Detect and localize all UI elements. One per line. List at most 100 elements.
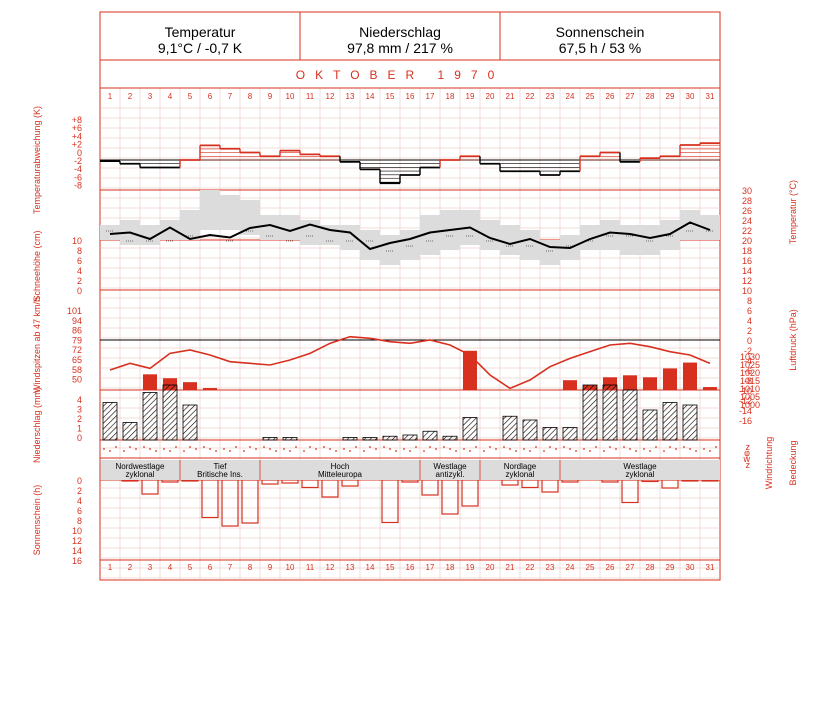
precipitation-bar: [682, 404, 698, 441]
wind-direction-dot: [169, 450, 171, 452]
day-label: 14: [366, 92, 375, 101]
precipitation-bar: [522, 419, 538, 441]
day-label: 15: [386, 563, 395, 572]
precipitation-bar: [462, 417, 478, 441]
temp-anomaly-tick: -6: [74, 172, 82, 182]
sunshine-bar: [521, 479, 539, 489]
temperature-range-band: [100, 225, 120, 240]
temperature-tick: 10: [742, 286, 752, 296]
wind-direction-dot: [655, 446, 657, 448]
temperature-tick: 20: [742, 236, 752, 246]
temperature-range-band: [480, 220, 500, 250]
wind-direction-dot: [115, 446, 117, 448]
wind-direction-dot: [663, 450, 665, 452]
precipitation-bar: [122, 422, 138, 441]
temperature-tick: -16: [739, 416, 752, 426]
day-label: 3: [148, 92, 153, 101]
wind-direction-dot: [583, 448, 585, 450]
weather-type-label: Hoch: [331, 462, 350, 471]
wind-gust-bar: [563, 380, 577, 390]
wind-direction-dot: [649, 450, 651, 452]
month-title: OKTOBER 1970: [296, 68, 505, 82]
sunshine-bar: [381, 479, 399, 524]
wind-direction-tick: w: [743, 454, 751, 464]
day-label: 17: [426, 563, 435, 572]
wind-direction-dot: [209, 448, 211, 450]
day-label: 19: [466, 563, 475, 572]
temperature-tick: 8: [747, 296, 752, 306]
temperature-range-band: [200, 190, 220, 230]
day-label: 20: [486, 92, 495, 101]
sunshine-bar: [641, 479, 659, 483]
wind-direction-dot: [369, 446, 371, 448]
temperature-range-band: [140, 225, 160, 245]
wind-direction-dot: [183, 450, 185, 452]
wind-direction-dot: [375, 448, 377, 450]
sunshine-bar: [241, 479, 259, 524]
day-label: 30: [686, 563, 695, 572]
precipitation-bar: [622, 389, 638, 441]
wind-direction-dot: [269, 448, 271, 450]
wind-direction-dot: [323, 446, 325, 448]
wind-direction-dot: [603, 450, 605, 452]
sun-axis-label: Sonnenschein (h): [32, 485, 42, 556]
day-label: 15: [386, 92, 395, 101]
wind-direction-dot: [123, 450, 125, 452]
sun-tick: 6: [77, 506, 82, 516]
precipitation-bar: [562, 427, 578, 441]
day-label: 2: [128, 92, 133, 101]
temperature-tick: 0: [747, 336, 752, 346]
wind-direction-dot: [295, 446, 297, 448]
wind-direction-dot: [495, 448, 497, 450]
wind-tick: 65: [72, 355, 82, 365]
wind-tick: 86: [72, 326, 82, 336]
sunshine-bar: [161, 479, 179, 483]
temp-anomaly-tick: 0: [77, 148, 82, 158]
temperature-tick: -14: [739, 406, 752, 416]
precip-tick: 1: [77, 424, 82, 434]
sunshine-bar: [701, 479, 719, 482]
temperature-tick: 28: [742, 196, 752, 206]
wind-gust-bar: [463, 350, 477, 390]
precipitation-bar: [402, 434, 418, 441]
wind-direction-dot: [243, 450, 245, 452]
wind-gust-bar: [183, 382, 197, 390]
sun-tick: 8: [77, 516, 82, 526]
wind-direction-tick: z: [746, 442, 751, 452]
wind-direction-dot: [629, 448, 631, 450]
day-label: 9: [268, 92, 273, 101]
weather-type-label: antizykl.: [436, 470, 465, 479]
sunshine-bar: [341, 479, 359, 487]
wind-direction-dot: [563, 446, 565, 448]
sunshine-bar: [601, 479, 619, 483]
wind-direction-dot: [255, 448, 257, 450]
temperature-tick: -2: [744, 346, 752, 356]
precipitation-bar: [542, 427, 558, 441]
background-bands: [100, 190, 720, 265]
wind-gust-bar: [623, 375, 637, 390]
day-label: 31: [706, 563, 715, 572]
wind-direction-dot: [695, 450, 697, 452]
grid: [100, 87, 720, 580]
precipitation-bar: [502, 415, 518, 441]
weather-type-label: Tief: [213, 462, 227, 471]
precipitation-bar: [262, 437, 278, 441]
sunshine-bar: [501, 479, 519, 486]
sunshine-bar: [181, 479, 199, 482]
temperature-tick: 6: [747, 306, 752, 316]
wind-direction-tick: z: [746, 460, 751, 470]
precipitation-bar: [162, 384, 178, 441]
wind-gust-bar: [203, 388, 217, 390]
temperature-range-band: [640, 225, 660, 255]
sun-tick: 14: [72, 546, 82, 556]
wind-direction-tick: φ: [744, 448, 750, 458]
wind-direction-dot: [435, 448, 437, 450]
day-label: 13: [346, 563, 355, 572]
wind-direction-dot: [275, 450, 277, 452]
wind-direction-dot: [535, 446, 537, 448]
cloud-axis-label: Bedeckung: [788, 440, 798, 485]
sunshine-value: 67,5 h / 53 %: [559, 40, 642, 56]
day-label: 5: [188, 92, 193, 101]
wind-gust-bar: [643, 377, 657, 390]
temp-anomaly-tick: -4: [74, 164, 82, 174]
